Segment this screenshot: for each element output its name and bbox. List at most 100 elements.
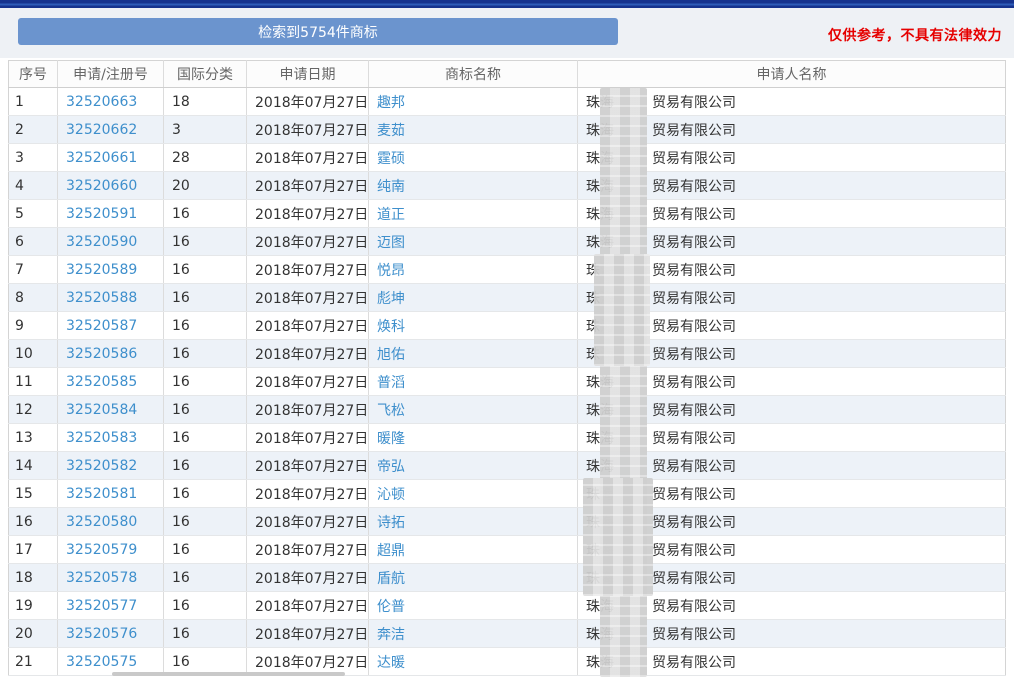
application-number-link[interactable]: 32520579 <box>66 541 138 558</box>
applicant-prefix: 珠海 <box>586 346 614 363</box>
applicant-suffix: 贸易有限公司 <box>652 122 736 139</box>
applicant-suffix: 贸易有限公司 <box>652 206 736 223</box>
trademark-name-link[interactable]: 沁顿 <box>377 486 405 503</box>
table-row: 18 32520578 16 2018年07月27日 盾航 珠海 贸易有限公司 <box>8 563 1006 592</box>
applicant-name-cell: 珠海 贸易有限公司 <box>577 563 1006 592</box>
application-number-link[interactable]: 32520588 <box>66 289 138 306</box>
applicant-name-cell: 珠海 贸易有限公司 <box>577 115 1006 144</box>
trademark-name-link[interactable]: 普滔 <box>377 374 405 391</box>
application-number-cell: 32520583 <box>57 423 164 452</box>
application-number-link[interactable]: 32520663 <box>66 93 138 110</box>
applicant-name-cell: 珠海 贸易有限公司 <box>577 451 1006 480</box>
applicant-name-cell: 珠海 贸易有限公司 <box>577 87 1006 116</box>
application-number-cell: 32520585 <box>57 367 164 396</box>
application-number-link[interactable]: 32520578 <box>66 569 138 586</box>
legal-disclaimer: 仅供参考，不具有法律效力 <box>828 28 1002 44</box>
table-row: 16 32520580 16 2018年07月27日 诗拓 珠海 贸易有限公司 <box>8 507 1006 536</box>
application-number-link[interactable]: 32520590 <box>66 233 138 250</box>
applicant-prefix: 珠海 <box>586 122 614 139</box>
top-navigation-bar <box>0 0 1014 8</box>
applicant-prefix: 珠海 <box>586 262 614 279</box>
application-number-link[interactable]: 32520591 <box>66 205 138 222</box>
trademark-name-link[interactable]: 超鼎 <box>377 542 405 559</box>
table-row: 7 32520589 16 2018年07月27日 悦昂 珠海 贸易有限公司 <box>8 255 1006 284</box>
applicant-prefix: 珠海 <box>586 318 614 335</box>
international-class-cell: 16 <box>163 451 247 480</box>
row-index-cell: 5 <box>8 199 58 228</box>
trademark-name-link[interactable]: 达暖 <box>377 654 405 671</box>
trademark-name-link[interactable]: 迈图 <box>377 234 405 251</box>
trademark-name-link[interactable]: 盾航 <box>377 570 405 587</box>
trademark-name-link[interactable]: 悦昂 <box>377 262 405 279</box>
application-number-link[interactable]: 32520583 <box>66 429 138 446</box>
trademark-name-link[interactable]: 焕科 <box>377 318 405 335</box>
application-number-cell: 32520660 <box>57 171 164 200</box>
applicant-name-cell: 珠海 贸易有限公司 <box>577 395 1006 424</box>
result-count-banner: 检索到5754件商标 <box>18 18 618 45</box>
horizontal-scrollbar-thumb[interactable] <box>112 672 345 676</box>
application-number-link[interactable]: 32520661 <box>66 149 138 166</box>
trademark-name-link[interactable]: 奔洁 <box>377 626 405 643</box>
application-number-cell: 32520591 <box>57 199 164 228</box>
international-class-cell: 16 <box>163 535 247 564</box>
application-number-link[interactable]: 32520581 <box>66 485 138 502</box>
trademark-name-link[interactable]: 纯南 <box>377 178 405 195</box>
trademark-name-cell: 麦茹 <box>368 115 578 144</box>
trademark-name-link[interactable]: 暖隆 <box>377 430 405 447</box>
applicant-suffix: 贸易有限公司 <box>652 94 736 111</box>
trademark-name-link[interactable]: 飞松 <box>377 402 405 419</box>
application-date-cell: 2018年07月27日 <box>246 591 369 620</box>
application-number-link[interactable]: 32520587 <box>66 317 138 334</box>
application-number-link[interactable]: 32520580 <box>66 513 138 530</box>
international-class-cell: 16 <box>163 311 247 340</box>
trademark-name-link[interactable]: 趣邦 <box>377 94 405 111</box>
applicant-prefix: 珠海 <box>586 150 614 167</box>
row-index-cell: 20 <box>8 619 58 648</box>
trademark-name-link[interactable]: 诗拓 <box>377 514 405 531</box>
application-number-link[interactable]: 32520582 <box>66 457 138 474</box>
row-index-cell: 2 <box>8 115 58 144</box>
international-class-cell: 16 <box>163 423 247 452</box>
trademark-name-link[interactable]: 帝弘 <box>377 458 405 475</box>
applicant-suffix: 贸易有限公司 <box>652 542 736 559</box>
trademark-name-link[interactable]: 麦茹 <box>377 122 405 139</box>
trademark-name-cell: 飞松 <box>368 395 578 424</box>
application-number-cell: 32520575 <box>57 647 164 676</box>
trademark-name-link[interactable]: 彪坤 <box>377 290 405 307</box>
trademark-name-link[interactable]: 伦普 <box>377 598 405 615</box>
table-row: 8 32520588 16 2018年07月27日 彪坤 珠海 贸易有限公司 <box>8 283 1006 312</box>
application-number-link[interactable]: 32520662 <box>66 121 138 138</box>
application-date-cell: 2018年07月27日 <box>246 395 369 424</box>
trademark-name-link[interactable]: 道正 <box>377 206 405 223</box>
applicant-suffix: 贸易有限公司 <box>652 234 736 251</box>
application-date-cell: 2018年07月27日 <box>246 283 369 312</box>
international-class-cell: 20 <box>163 171 247 200</box>
trademark-name-cell: 趣邦 <box>368 87 578 116</box>
application-date-cell: 2018年07月27日 <box>246 451 369 480</box>
application-number-link[interactable]: 32520586 <box>66 345 138 362</box>
international-class-cell: 16 <box>163 227 247 256</box>
application-number-link[interactable]: 32520576 <box>66 625 138 642</box>
row-index-cell: 10 <box>8 339 58 368</box>
applicant-prefix: 珠海 <box>586 486 614 503</box>
application-date-cell: 2018年07月27日 <box>246 647 369 676</box>
international-class-cell: 16 <box>163 283 247 312</box>
applicant-name-cell: 珠海 贸易有限公司 <box>577 171 1006 200</box>
trademark-name-cell: 帝弘 <box>368 451 578 480</box>
application-number-link[interactable]: 32520589 <box>66 261 138 278</box>
application-number-link[interactable]: 32520585 <box>66 373 138 390</box>
applicant-suffix: 贸易有限公司 <box>652 402 736 419</box>
trademark-name-link[interactable]: 霆硕 <box>377 150 405 167</box>
applicant-name-cell: 珠海 贸易有限公司 <box>577 423 1006 452</box>
application-number-link[interactable]: 32520575 <box>66 653 138 670</box>
applicant-suffix: 贸易有限公司 <box>652 626 736 643</box>
trademark-name-cell: 道正 <box>368 199 578 228</box>
application-number-link[interactable]: 32520577 <box>66 597 138 614</box>
application-date-cell: 2018年07月27日 <box>246 423 369 452</box>
application-number-link[interactable]: 32520660 <box>66 177 138 194</box>
application-number-cell: 32520663 <box>57 87 164 116</box>
international-class-cell: 16 <box>163 339 247 368</box>
trademark-name-link[interactable]: 旭佑 <box>377 346 405 363</box>
applicant-suffix: 贸易有限公司 <box>652 318 736 335</box>
application-number-link[interactable]: 32520584 <box>66 401 138 418</box>
